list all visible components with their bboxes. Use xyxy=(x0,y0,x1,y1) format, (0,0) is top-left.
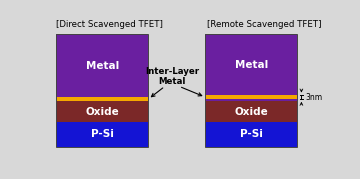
Bar xyxy=(206,95,297,99)
Bar xyxy=(206,34,297,147)
Text: P-Si: P-Si xyxy=(91,129,114,139)
Text: [Remote Scavenged TFET]: [Remote Scavenged TFET] xyxy=(207,20,321,29)
Bar xyxy=(56,34,148,147)
Bar xyxy=(56,97,148,101)
Bar xyxy=(206,34,297,95)
Text: Metal: Metal xyxy=(86,61,119,71)
Text: Inter-Layer
Metal: Inter-Layer Metal xyxy=(145,67,199,86)
Text: Oxide: Oxide xyxy=(85,107,119,117)
Bar xyxy=(56,101,148,122)
Bar xyxy=(56,34,148,97)
Text: Oxide: Oxide xyxy=(235,107,268,117)
Text: P-Si: P-Si xyxy=(240,129,263,139)
Bar xyxy=(206,99,297,101)
Text: [Direct Scavenged TFET]: [Direct Scavenged TFET] xyxy=(56,20,163,29)
Text: Metal: Metal xyxy=(235,60,268,70)
Text: 3nm: 3nm xyxy=(306,93,323,102)
Bar xyxy=(206,122,297,147)
Bar xyxy=(206,101,297,122)
Bar xyxy=(56,122,148,147)
